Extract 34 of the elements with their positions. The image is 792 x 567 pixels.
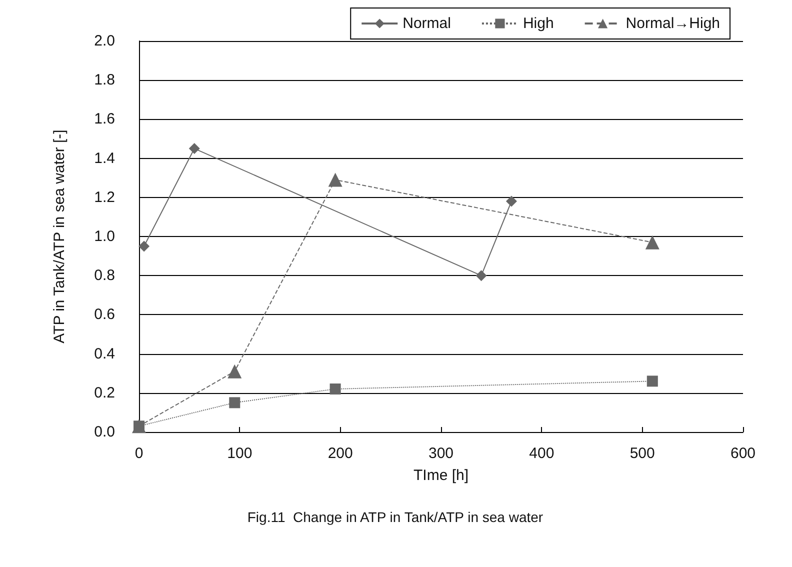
caption: Fig.11 Change in ATP in Tank/ATP in sea water xyxy=(247,509,544,525)
legend-label: Normal→High xyxy=(626,15,720,32)
x-tick-label: 400 xyxy=(529,445,554,462)
y-tick-label: 1.4 xyxy=(94,150,115,167)
x-tick-label: 500 xyxy=(630,445,655,462)
point xyxy=(646,376,658,387)
point xyxy=(138,240,150,252)
y-tick-label: 1.2 xyxy=(94,188,115,206)
y-tick-label: 0.4 xyxy=(94,345,115,362)
y-axis-title: ATP in Tank/ATP in sea water [-] xyxy=(51,130,68,344)
x-axis-title: TIme [h] xyxy=(413,467,469,484)
x-tick-label: 100 xyxy=(227,445,252,462)
point xyxy=(228,364,242,378)
point xyxy=(645,235,660,250)
y-tick-label: 0.6 xyxy=(94,306,115,324)
y-tick-label: 2.0 xyxy=(94,32,115,50)
point xyxy=(476,270,487,282)
x-tick-label: 300 xyxy=(428,445,454,462)
y-tick-label: 0.0 xyxy=(94,424,115,440)
y-tick-label: 0.8 xyxy=(94,267,115,284)
point xyxy=(229,397,240,408)
point xyxy=(188,143,200,154)
legend-label: High xyxy=(522,15,554,32)
x-tick-label: 200 xyxy=(328,445,353,462)
point xyxy=(506,196,517,207)
point xyxy=(328,172,342,187)
x-tick-label: 600 xyxy=(730,445,756,462)
y-tick-label: 1.6 xyxy=(94,110,115,128)
x-tick-label: 0 xyxy=(134,445,144,462)
point xyxy=(330,383,341,394)
y-tick-label: 0.2 xyxy=(94,384,115,402)
y-tick-label: 1.8 xyxy=(94,72,115,89)
legend-label: Normal xyxy=(402,15,451,32)
y-tick-label: 1.0 xyxy=(94,228,115,245)
